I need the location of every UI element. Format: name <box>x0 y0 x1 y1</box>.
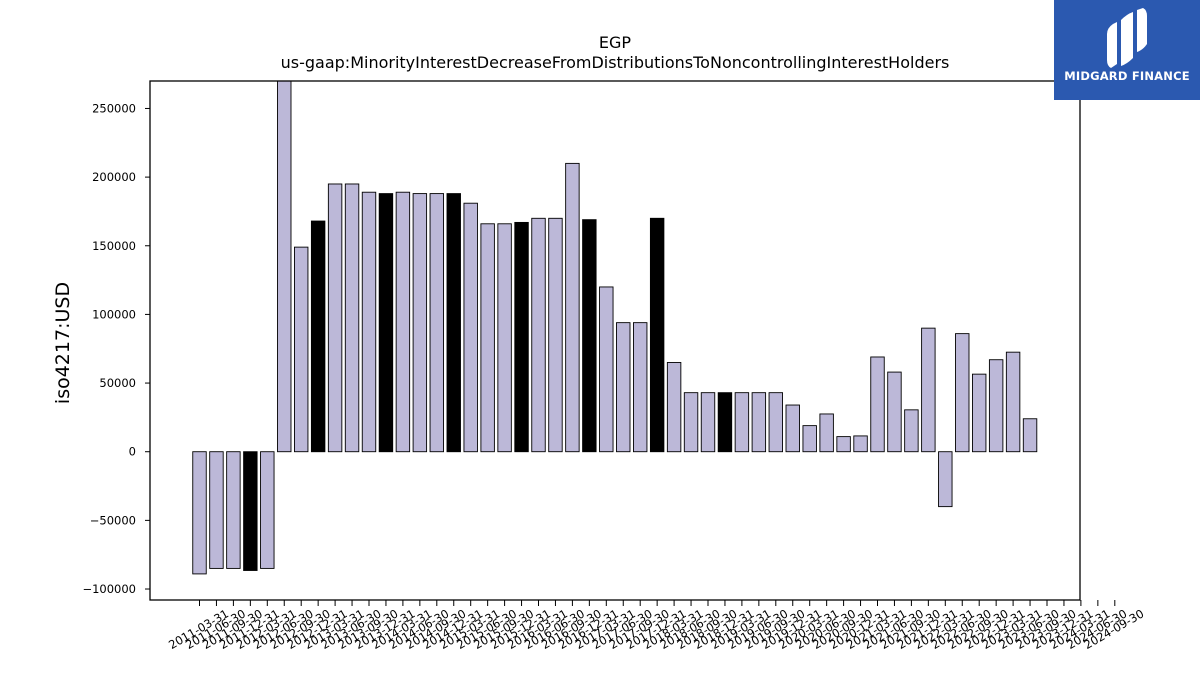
bar <box>497 223 512 453</box>
chart-title: EGP <box>599 33 632 52</box>
bar <box>649 217 665 453</box>
bar <box>395 191 411 453</box>
bar <box>938 451 953 508</box>
bar <box>1022 418 1038 453</box>
bar <box>412 193 428 453</box>
logo-text: MIDGARD FINANCE <box>1064 69 1190 83</box>
bar <box>260 451 275 569</box>
bar <box>700 392 716 453</box>
bar <box>565 162 580 453</box>
bar <box>955 333 970 453</box>
y-tick-label: 50000 <box>99 376 136 390</box>
bar <box>277 81 292 453</box>
bar <box>226 451 241 569</box>
chart-subtitle: us-gaap:MinorityInterestDecreaseFromDist… <box>281 53 950 72</box>
bar <box>531 217 546 453</box>
midgard-mark-icon <box>1107 8 1147 68</box>
bar <box>988 359 1004 453</box>
bar <box>344 183 360 453</box>
y-tick-label: −100000 <box>82 582 136 596</box>
bar <box>836 436 851 453</box>
bar <box>209 451 224 569</box>
bar <box>870 356 885 453</box>
bar <box>294 246 309 453</box>
bar <box>734 392 750 453</box>
bar <box>463 202 478 453</box>
y-axis-label: iso4217:USD <box>52 282 74 404</box>
bar <box>819 413 834 453</box>
bar <box>751 392 767 453</box>
bar <box>192 451 207 575</box>
bar <box>768 392 783 453</box>
y-tick-label: 200000 <box>92 170 136 184</box>
bar <box>582 219 597 453</box>
bar <box>717 392 733 453</box>
bar <box>683 392 699 453</box>
bar <box>429 193 444 453</box>
bar <box>921 327 936 453</box>
plot-frame <box>149 80 1081 601</box>
bar <box>548 217 563 453</box>
bar <box>327 183 343 453</box>
y-tick-label: 0 <box>129 445 136 459</box>
y-tick-label: 250000 <box>92 101 136 115</box>
y-tick-label: −50000 <box>90 513 136 527</box>
bar <box>514 221 529 453</box>
bar <box>904 409 919 453</box>
bar <box>480 223 495 453</box>
bar <box>616 322 631 453</box>
bar <box>972 373 987 453</box>
bar <box>853 435 868 453</box>
bar <box>785 404 800 453</box>
bars-layer <box>192 81 1038 575</box>
x-axis-ticks: 2011-03-312011-06-302011-09-302011-12-31… <box>166 600 1146 652</box>
bar <box>666 362 682 453</box>
bar <box>599 286 614 453</box>
bar <box>446 193 461 453</box>
bar <box>243 451 258 571</box>
brand-logo: MIDGARD FINANCE <box>1054 0 1200 100</box>
bar <box>887 371 902 453</box>
bar <box>310 220 326 453</box>
y-tick-label: 150000 <box>92 239 136 253</box>
bar <box>633 322 648 453</box>
y-axis-ticks: −100000 −50000 0 50000 100000 150000 200000 250… <box>82 101 150 596</box>
bar <box>802 425 817 453</box>
y-tick-label: 100000 <box>92 307 136 321</box>
bar <box>1005 351 1021 453</box>
bar <box>378 193 394 453</box>
bar <box>361 191 377 453</box>
